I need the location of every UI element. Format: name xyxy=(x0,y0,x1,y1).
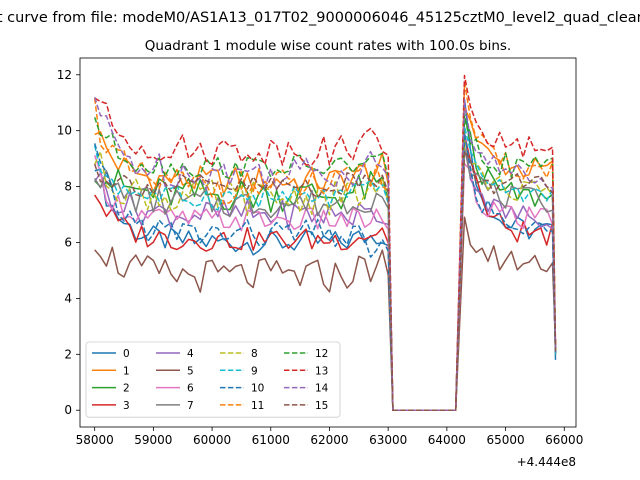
legend-label-8: 8 xyxy=(251,348,258,360)
legend-label-6: 6 xyxy=(187,383,194,395)
figure-suptitle: Light curve from file: modeM0/AS1A13_017… xyxy=(0,10,640,26)
series-group xyxy=(93,74,557,411)
legend-box xyxy=(85,341,341,418)
series-line-9 xyxy=(93,125,557,411)
series-line-15 xyxy=(93,150,557,411)
series-line-6 xyxy=(93,155,557,411)
x-tick-label: 62000 xyxy=(310,433,348,447)
legend-label-10: 10 xyxy=(251,383,264,395)
legend-label-12: 12 xyxy=(315,348,328,360)
chart-title: Quadrant 1 module wise count rates with … xyxy=(145,38,511,54)
y-tick-label: 4 xyxy=(64,291,72,305)
series-line-13 xyxy=(94,74,557,411)
legend-label-3: 3 xyxy=(123,400,130,412)
x-tick-label: 64000 xyxy=(428,433,466,447)
legend-label-4: 4 xyxy=(187,348,194,360)
legend-label-7: 7 xyxy=(187,400,194,412)
x-tick-label: 58000 xyxy=(76,433,114,447)
x-tick-label: 59000 xyxy=(134,433,172,447)
legend-label-9: 9 xyxy=(251,365,258,377)
x-tick-label: 63000 xyxy=(369,433,407,447)
x-tick-label: 60000 xyxy=(193,433,231,447)
legend-label-1: 1 xyxy=(123,365,130,377)
y-tick-label: 12 xyxy=(57,68,72,82)
series-line-3 xyxy=(94,133,557,411)
legend-label-2: 2 xyxy=(123,383,130,395)
y-tick-label: 6 xyxy=(64,236,72,250)
series-line-5 xyxy=(94,216,557,411)
legend-label-11: 11 xyxy=(251,400,264,412)
series-line-14 xyxy=(93,96,557,411)
x-tick-label: 65000 xyxy=(486,433,524,447)
legend-label-15: 15 xyxy=(315,400,328,412)
series-line-10 xyxy=(93,132,557,411)
y-tick-label: 0 xyxy=(64,403,72,417)
legend-label-14: 14 xyxy=(315,383,329,395)
legend-label-0: 0 xyxy=(123,348,130,360)
legend-label-5: 5 xyxy=(187,365,194,377)
y-tick-label: 2 xyxy=(64,347,72,361)
legend-label-13: 13 xyxy=(315,365,328,377)
x-offset-label: +4.444e8 xyxy=(517,455,576,469)
x-tick-label: 66000 xyxy=(545,433,583,447)
x-tick-label: 61000 xyxy=(252,433,290,447)
y-tick-label: 10 xyxy=(57,124,72,138)
plot-area: 58000 59000 60000 61000 62000 63000 64000 65000… xyxy=(57,57,583,447)
y-tick-label: 8 xyxy=(64,180,72,194)
